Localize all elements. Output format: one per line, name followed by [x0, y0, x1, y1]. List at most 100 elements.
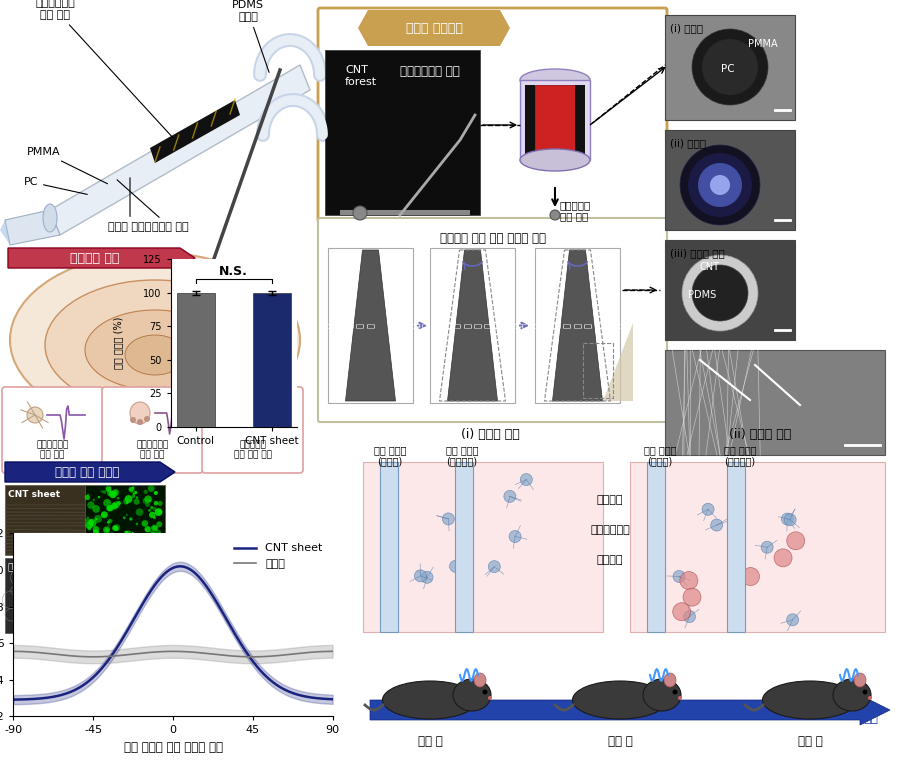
Circle shape — [149, 604, 154, 609]
Text: 광유전학적
신경 조절 기능: 광유전학적 신경 조절 기능 — [234, 440, 271, 459]
Circle shape — [87, 527, 92, 530]
Ellipse shape — [664, 673, 676, 687]
Circle shape — [442, 513, 454, 525]
Text: 신경전달물질
기록 기능: 신경전달물질 기록 기능 — [137, 440, 169, 459]
Text: 광섭유 클래딩: 광섭유 클래딩 — [109, 178, 152, 232]
Circle shape — [112, 591, 119, 598]
Circle shape — [109, 533, 115, 539]
Circle shape — [503, 491, 516, 502]
대조군 — [327, 647, 338, 656]
Text: PDMS
절연체: PDMS 절연체 — [232, 1, 269, 72]
Bar — [727, 462, 745, 632]
Circle shape — [88, 519, 93, 524]
Circle shape — [156, 567, 159, 569]
Circle shape — [149, 530, 155, 535]
Circle shape — [87, 494, 89, 496]
Text: 다기능성 섭유: 다기능성 섭유 — [70, 251, 120, 264]
Text: 기존 프로브
(단단함): 기존 프로브 (단단함) — [644, 445, 676, 466]
Ellipse shape — [85, 310, 225, 390]
Circle shape — [126, 582, 131, 588]
Circle shape — [145, 545, 153, 552]
Circle shape — [151, 532, 156, 538]
Bar — [5, 485, 85, 555]
Text: (i) 단기적 상황: (i) 단기적 상황 — [460, 428, 520, 441]
Text: N.S.: N.S. — [219, 265, 248, 278]
CNT sheet — [8, 695, 19, 704]
Circle shape — [107, 521, 110, 523]
Text: 탄
소
나
노
튜
브
시
트
가
감
긴
섬
유: 탄 소 나 노 튜 브 시 트 가 감 긴 섬 유 — [491, 323, 625, 328]
Circle shape — [141, 520, 148, 527]
Circle shape — [160, 595, 162, 598]
Bar — [575, 85, 585, 155]
Circle shape — [108, 560, 114, 567]
Circle shape — [156, 588, 160, 591]
Polygon shape — [8, 248, 195, 268]
Circle shape — [107, 607, 113, 613]
Circle shape — [101, 511, 108, 518]
Circle shape — [133, 492, 135, 495]
Circle shape — [105, 485, 111, 491]
Circle shape — [147, 560, 152, 565]
Circle shape — [132, 550, 135, 552]
Polygon shape — [5, 210, 60, 245]
Bar — [525, 85, 535, 155]
Circle shape — [123, 499, 129, 504]
Circle shape — [137, 419, 143, 425]
Circle shape — [149, 511, 156, 518]
CNT sheet — [198, 578, 209, 587]
Bar — [363, 462, 603, 632]
Circle shape — [711, 519, 723, 531]
Circle shape — [117, 497, 120, 500]
대조군 — [8, 647, 19, 656]
Circle shape — [154, 597, 156, 600]
Circle shape — [129, 606, 133, 609]
Circle shape — [129, 487, 133, 491]
Circle shape — [156, 521, 162, 527]
Circle shape — [146, 537, 148, 539]
Bar — [325, 50, 480, 215]
Circle shape — [89, 519, 96, 527]
Bar — [5, 558, 85, 633]
Text: 광섭유 코어: 광섭유 코어 — [117, 180, 188, 232]
Circle shape — [781, 513, 794, 525]
Bar — [665, 15, 795, 120]
Circle shape — [113, 525, 118, 530]
Bar — [520, 80, 590, 160]
Circle shape — [787, 614, 798, 626]
Circle shape — [101, 490, 103, 493]
Line: 대조군: 대조군 — [13, 652, 333, 657]
Bar — [455, 462, 473, 632]
Circle shape — [135, 591, 141, 597]
Circle shape — [85, 518, 90, 523]
Circle shape — [702, 503, 714, 515]
Circle shape — [113, 536, 117, 539]
Text: 탄소나노트브
시트 전극: 탄소나노트브 시트 전극 — [35, 0, 174, 138]
Text: 노년 첨: 노년 첨 — [797, 735, 823, 748]
Circle shape — [139, 548, 145, 553]
Circle shape — [129, 487, 135, 493]
Text: 대식세포: 대식세포 — [597, 555, 623, 565]
Circle shape — [761, 541, 773, 553]
Circle shape — [109, 597, 115, 603]
Circle shape — [784, 514, 797, 526]
Circle shape — [136, 622, 142, 628]
Circle shape — [93, 530, 99, 535]
Circle shape — [93, 526, 99, 533]
Ellipse shape — [854, 673, 866, 687]
Circle shape — [682, 255, 758, 331]
Circle shape — [136, 562, 139, 565]
Circle shape — [488, 696, 492, 700]
CNT sheet — [278, 684, 289, 693]
CNT sheet — [9, 695, 20, 704]
Bar — [340, 210, 470, 215]
Circle shape — [136, 508, 143, 516]
Circle shape — [218, 408, 232, 422]
Circle shape — [787, 532, 805, 550]
Circle shape — [86, 517, 89, 519]
Circle shape — [414, 570, 426, 582]
Circle shape — [109, 543, 113, 547]
Bar — [176, 293, 215, 427]
Circle shape — [156, 530, 161, 535]
Circle shape — [147, 590, 153, 595]
Text: 신경세포: 신경세포 — [597, 495, 623, 505]
